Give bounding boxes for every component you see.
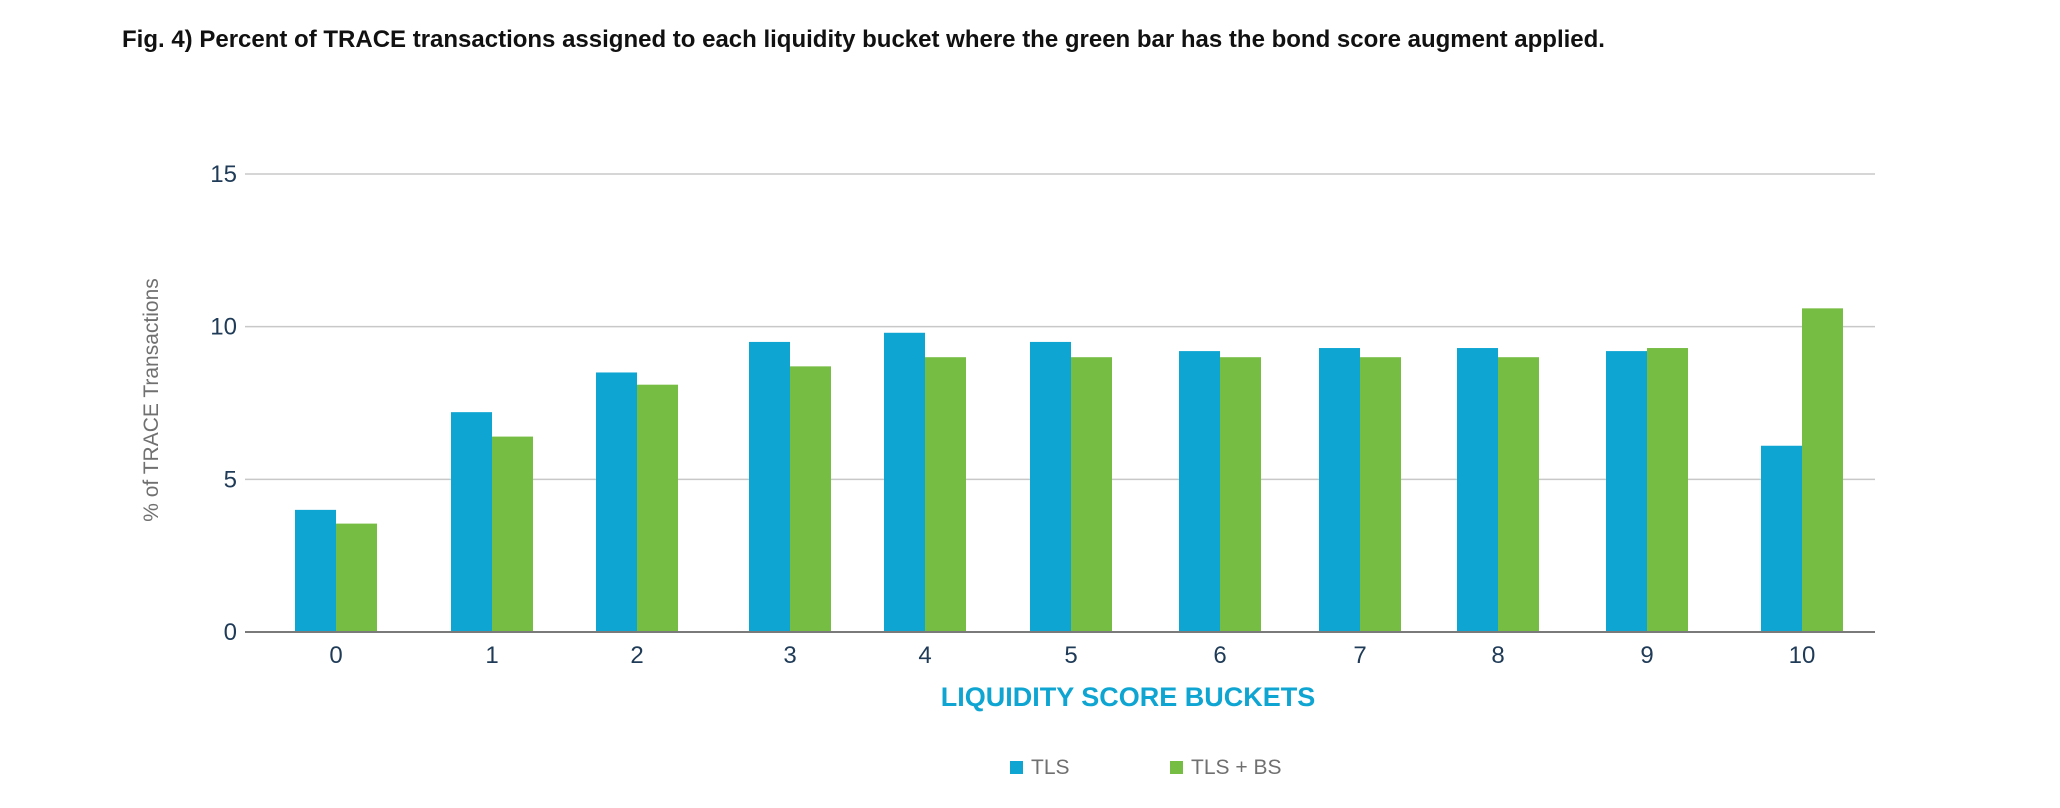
figure-title: Fig. 4) Percent of TRACE transactions as… bbox=[122, 26, 1605, 53]
bar-tls-10 bbox=[1761, 445, 1802, 632]
bar-tls-bs-5 bbox=[1071, 357, 1112, 632]
bar-tls-bs-2 bbox=[637, 384, 678, 632]
bar-tls-5 bbox=[1030, 341, 1071, 632]
bar-tls-bs-10 bbox=[1802, 308, 1843, 632]
y-tick-label: 0 bbox=[224, 619, 237, 646]
legend: TLS TLS + BS bbox=[1010, 756, 1281, 779]
x-tick-label: 1 bbox=[485, 642, 498, 669]
bar-tls-bs-3 bbox=[790, 366, 831, 632]
x-tick-label: 5 bbox=[1064, 642, 1077, 669]
bar-tls-bs-9 bbox=[1647, 348, 1688, 632]
y-tick-label: 15 bbox=[210, 161, 237, 188]
x-tick-label: 0 bbox=[329, 642, 342, 669]
x-tick-labels: 0 1 2 3 4 5 6 7 8 9 10 bbox=[329, 642, 1815, 669]
bar-tls-0 bbox=[295, 509, 336, 632]
bars bbox=[295, 308, 1843, 632]
bar-tls-bs-0 bbox=[336, 523, 377, 632]
bar-tls-bs-7 bbox=[1360, 357, 1401, 632]
x-tick-label: 7 bbox=[1353, 642, 1366, 669]
x-tick-label: 8 bbox=[1491, 642, 1504, 669]
bar-tls-9 bbox=[1606, 351, 1647, 632]
y-tick-labels: 0 5 10 15 bbox=[210, 161, 237, 646]
x-tick-label: 2 bbox=[630, 642, 643, 669]
y-axis-label: % of TRACE Transactions bbox=[140, 278, 163, 522]
bar-tls-2 bbox=[596, 372, 637, 632]
x-tick-label: 10 bbox=[1789, 642, 1816, 669]
bar-tls-8 bbox=[1457, 348, 1498, 632]
x-axis-label: LIQUIDITY SCORE BUCKETS bbox=[941, 682, 1316, 712]
bar-tls-7 bbox=[1319, 348, 1360, 632]
bar-tls-bs-8 bbox=[1498, 357, 1539, 632]
bar-tls-bs-4 bbox=[925, 357, 966, 632]
bar-tls-3 bbox=[749, 341, 790, 632]
x-tick-label: 3 bbox=[783, 642, 796, 669]
y-tick-label: 5 bbox=[224, 466, 237, 493]
x-tick-label: 4 bbox=[918, 642, 931, 669]
bar-tls-1 bbox=[451, 412, 492, 632]
legend-label-tls: TLS bbox=[1031, 756, 1070, 779]
legend-swatch-tls-bs bbox=[1170, 761, 1183, 774]
y-tick-label: 10 bbox=[210, 314, 237, 341]
x-tick-label: 9 bbox=[1640, 642, 1653, 669]
bar-tls-6 bbox=[1179, 351, 1220, 632]
legend-label-tls-bs: TLS + BS bbox=[1191, 756, 1281, 779]
x-tick-label: 6 bbox=[1213, 642, 1226, 669]
bar-tls-bs-1 bbox=[492, 436, 533, 632]
legend-swatch-tls bbox=[1010, 761, 1023, 774]
bar-tls-bs-6 bbox=[1220, 357, 1261, 632]
bar-tls-4 bbox=[884, 332, 925, 632]
